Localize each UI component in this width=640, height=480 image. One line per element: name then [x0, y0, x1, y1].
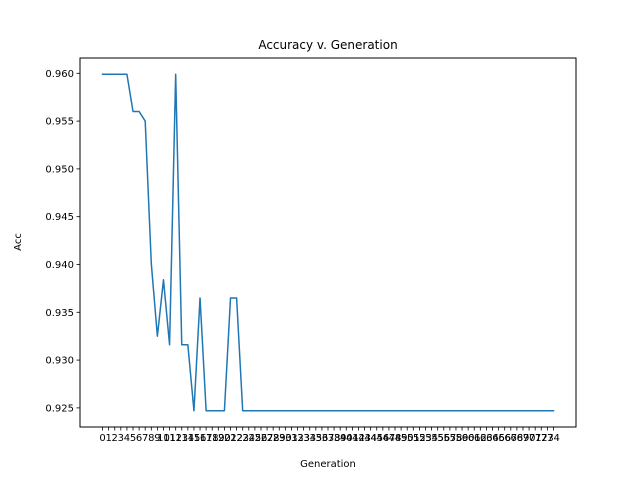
x-tick-label: 17: [200, 433, 213, 444]
x-tick-label: 59: [456, 433, 469, 444]
x-tick-label: 3: [118, 433, 124, 444]
x-tick-label: 19: [212, 433, 225, 444]
y-tick-label: 0.940: [45, 260, 74, 271]
x-tick-label: 72: [535, 433, 548, 444]
x-tick-label: 67: [504, 433, 517, 444]
x-tick-label: 40: [340, 433, 353, 444]
x-tick-label: 2: [112, 433, 118, 444]
x-tick-label: 29: [273, 433, 286, 444]
x-tick-label: 55: [431, 433, 444, 444]
y-tick-label: 0.925: [45, 403, 74, 414]
y-tick-label: 0.930: [45, 356, 74, 367]
x-tick-label: 42: [352, 433, 365, 444]
x-tick-label: 1: [105, 433, 111, 444]
x-tick-label: 63: [480, 433, 493, 444]
x-tick-label: 16: [194, 433, 207, 444]
x-tick-label: 25: [249, 433, 262, 444]
x-tick-label: 70: [523, 433, 536, 444]
x-tick-label: 44: [364, 433, 377, 444]
x-tick-label: 56: [437, 433, 450, 444]
x-tick-label: 57: [444, 433, 457, 444]
y-tick-label: 0.950: [45, 164, 74, 175]
y-axis: 0.925 0.930 0.935 0.940 0.945 0.950 0.955 0.960: [45, 69, 80, 414]
x-tick-label: 30: [279, 433, 292, 444]
y-tick-label: 0.955: [45, 117, 74, 128]
x-tick-label: 71: [529, 433, 542, 444]
x-tick-label: 36: [316, 433, 329, 444]
x-tick-label: 10: [157, 433, 170, 444]
x-tick-label: 50: [401, 433, 414, 444]
x-tick-label: 68: [511, 433, 524, 444]
x-tick-label: 65: [492, 433, 505, 444]
x-tick-label: 37: [322, 433, 335, 444]
x-tick-label: 20: [218, 433, 231, 444]
x-tick-label: 54: [425, 433, 438, 444]
x-tick-label: 32: [291, 433, 304, 444]
x-tick-label: 74: [547, 433, 560, 444]
x-tick-label: 15: [188, 433, 201, 444]
x-tick-label: 14: [181, 433, 194, 444]
x-tick-label: 34: [303, 433, 316, 444]
x-tick-label: 12: [169, 433, 182, 444]
y-tick-label: 0.960: [45, 69, 74, 80]
x-tick-label: 58: [450, 433, 463, 444]
x-tick-label: 35: [309, 433, 322, 444]
x-tick-label: 0: [99, 433, 105, 444]
x-tick-label: 61: [468, 433, 481, 444]
x-tick-label: 33: [297, 433, 310, 444]
x-tick-label: 66: [498, 433, 511, 444]
x-tick-label: 5: [130, 433, 136, 444]
x-tick-label: 28: [267, 433, 280, 444]
x-tick-label: 62: [474, 433, 487, 444]
x-tick-label: 31: [285, 433, 298, 444]
x-axis: 0 1 2 3 4 5 6 7 8 9101112131415161718192021222324…: [99, 427, 560, 444]
x-tick-label: 48: [389, 433, 402, 444]
x-tick-label: 11: [163, 433, 176, 444]
x-tick-label: 9: [154, 433, 160, 444]
x-tick-label: 13: [175, 433, 188, 444]
x-tick-label: 69: [517, 433, 530, 444]
x-tick-label: 7: [142, 433, 148, 444]
x-tick-label: 52: [413, 433, 426, 444]
x-tick-label: 53: [419, 433, 432, 444]
x-tick-label: 46: [376, 433, 389, 444]
x-tick-label: 24: [242, 433, 255, 444]
x-tick-label: 43: [358, 433, 371, 444]
x-tick-label: 23: [236, 433, 249, 444]
x-tick-label: 47: [383, 433, 396, 444]
x-tick-label: 49: [395, 433, 408, 444]
x-tick-label: 8: [148, 433, 154, 444]
x-tick-label: 4: [124, 433, 130, 444]
x-tick-label: 26: [255, 433, 268, 444]
series-line: [101, 73, 555, 412]
x-tick-label: 45: [370, 433, 383, 444]
y-tick-label: 0.935: [45, 308, 74, 319]
x-tick-label: 41: [346, 433, 359, 444]
x-tick-label: 51: [407, 433, 420, 444]
x-tick-label: 64: [486, 433, 499, 444]
y-tick-label: 0.945: [45, 212, 74, 223]
x-tick-label: 22: [230, 433, 243, 444]
x-tick-label: 21: [224, 433, 237, 444]
x-tick-label: 27: [261, 433, 274, 444]
y-axis-title: Acc: [13, 233, 24, 251]
x-tick-label: 6: [136, 433, 142, 444]
x-axis-title: Generation: [300, 459, 356, 470]
series-layer: [101, 73, 555, 412]
x-tick-label: 38: [328, 433, 341, 444]
x-tick-label: 39: [334, 433, 347, 444]
x-tick-label: 18: [206, 433, 219, 444]
x-tick-label: 60: [462, 433, 475, 444]
plot-area-frame: [79, 57, 577, 428]
chart-title: Accuracy v. Generation: [258, 38, 397, 52]
x-tick-label: 73: [541, 433, 554, 444]
